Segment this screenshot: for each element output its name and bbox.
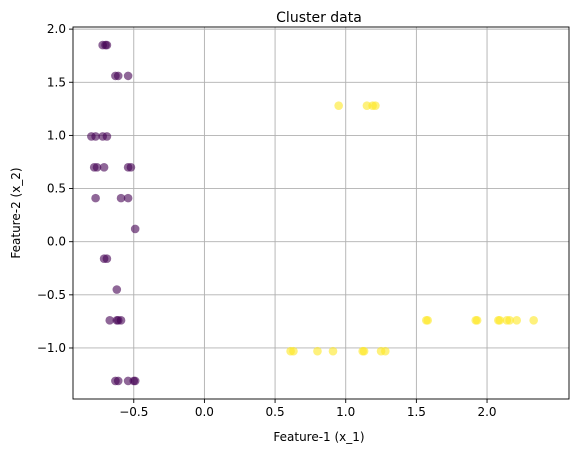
y-tick-label: 1.5 bbox=[47, 75, 66, 89]
data-point-cluster-a bbox=[130, 224, 140, 234]
data-point-cluster-a bbox=[113, 376, 123, 386]
x-axis-ticks: −0.5 0.0 0.5 1.0 1.5 2.0 bbox=[119, 399, 497, 419]
data-point-cluster-a bbox=[91, 132, 100, 141]
x-tick-label: 1.0 bbox=[336, 405, 355, 419]
y-axis-ticks: −1.0 −0.5 0.0 0.5 1.0 1.5 2.0 bbox=[37, 22, 73, 355]
y-tick-label: −1.0 bbox=[37, 341, 66, 355]
x-tick-label: 2.0 bbox=[477, 405, 496, 419]
chart-title: Cluster data bbox=[276, 10, 362, 26]
y-tick-label: 0.5 bbox=[47, 182, 66, 196]
data-point-cluster-b bbox=[313, 346, 322, 356]
data-point-cluster-a bbox=[126, 162, 136, 172]
y-axis-title: Feature-2 (x_2) bbox=[9, 167, 23, 258]
data-point-cluster-a bbox=[130, 376, 140, 386]
data-point-cluster-a bbox=[105, 316, 115, 325]
data-point-cluster-b bbox=[495, 316, 505, 325]
data-point-cluster-b bbox=[380, 346, 390, 356]
x-tick-label: 0.5 bbox=[266, 405, 285, 419]
data-point-cluster-a bbox=[102, 254, 112, 264]
x-tick-label: 0.0 bbox=[195, 405, 214, 419]
y-tick-label: 2.0 bbox=[47, 22, 66, 36]
data-point-cluster-b bbox=[423, 316, 432, 325]
data-point-cluster-a bbox=[113, 71, 123, 81]
x-tick-label: 1.5 bbox=[407, 405, 426, 419]
data-point-cluster-b bbox=[359, 346, 369, 356]
x-axis-title: Feature-1 (x_1) bbox=[273, 430, 364, 444]
data-point-cluster-b bbox=[529, 316, 538, 325]
data-point-cluster-a bbox=[116, 193, 126, 203]
grid bbox=[73, 27, 569, 399]
data-point-cluster-b bbox=[289, 346, 298, 356]
data-point-cluster-a bbox=[116, 316, 126, 325]
data-point-cluster-b bbox=[334, 101, 343, 110]
data-point-cluster-a bbox=[123, 71, 133, 81]
data-point-cluster-a bbox=[102, 132, 112, 141]
data-point-cluster-a bbox=[102, 40, 112, 50]
y-tick-label: 1.0 bbox=[47, 128, 66, 142]
data-point-cluster-b bbox=[371, 101, 380, 110]
y-tick-label: 0.0 bbox=[47, 235, 66, 249]
data-point-cluster-a bbox=[91, 193, 100, 203]
data-point-cluster-a bbox=[123, 193, 133, 203]
data-points bbox=[87, 40, 538, 386]
x-tick-label: −0.5 bbox=[119, 405, 148, 419]
data-point-cluster-a bbox=[112, 285, 122, 294]
data-point-cluster-b bbox=[472, 316, 482, 325]
data-point-cluster-b bbox=[505, 316, 514, 325]
data-point-cluster-a bbox=[99, 162, 109, 172]
data-point-cluster-a bbox=[92, 162, 102, 172]
data-point-cluster-b bbox=[328, 346, 338, 356]
data-point-cluster-b bbox=[512, 316, 522, 325]
y-tick-label: −0.5 bbox=[37, 288, 66, 302]
plot-area-frame bbox=[72, 26, 570, 400]
